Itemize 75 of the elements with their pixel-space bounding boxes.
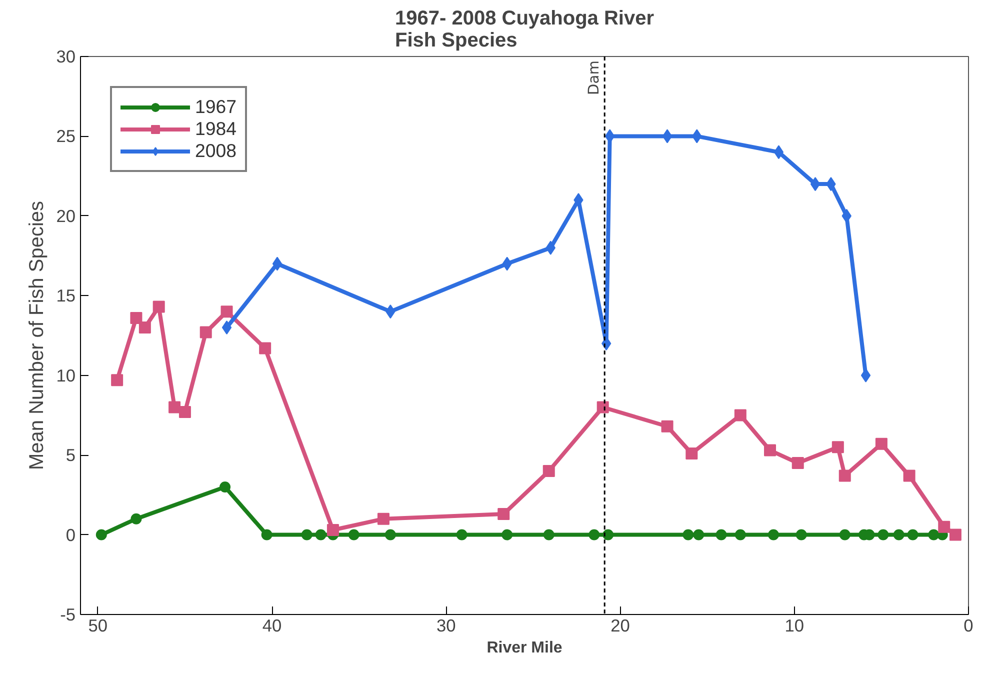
point: [903, 470, 916, 482]
point: [220, 306, 233, 318]
x-axis-title: River Mile: [486, 640, 562, 656]
point: [96, 529, 107, 540]
legend-label: 1967: [195, 96, 237, 118]
point: [838, 470, 851, 482]
x-tick-label: 0: [964, 616, 974, 636]
point: [839, 529, 850, 540]
x-tick-label: 40: [262, 616, 282, 636]
point: [272, 256, 282, 271]
point: [588, 529, 600, 540]
point: [261, 529, 272, 540]
chart-title: 1967- 2008 Cuyahoga River Fish Species: [394, 8, 654, 52]
y-tick-label: -5: [60, 604, 76, 624]
point: [796, 529, 807, 540]
ref-line-label: Dam: [586, 60, 603, 96]
x-tick-label: 50: [88, 616, 108, 636]
point: [764, 444, 776, 456]
point: [832, 441, 844, 454]
point: [220, 481, 231, 492]
point: [152, 300, 165, 313]
point: [792, 457, 804, 470]
point: [693, 529, 704, 540]
point: [498, 508, 510, 520]
point: [938, 520, 950, 533]
point: [222, 320, 232, 335]
point: [596, 401, 609, 414]
point: [768, 529, 779, 540]
point: [682, 529, 694, 540]
point: [456, 529, 468, 540]
point: [377, 512, 390, 525]
point: [893, 529, 904, 540]
point: [301, 529, 312, 540]
point: [661, 420, 674, 432]
point: [543, 529, 554, 540]
y-axis-title: Mean Number of Fish Species: [26, 200, 48, 470]
point: [138, 322, 151, 334]
point: [542, 465, 555, 478]
point: [384, 529, 396, 540]
point: [949, 528, 962, 541]
point: [130, 312, 142, 324]
point: [686, 447, 698, 460]
y-tick-label: 0: [66, 524, 76, 545]
point: [907, 529, 918, 540]
point: [348, 529, 360, 540]
point: [111, 374, 124, 386]
point: [168, 401, 181, 414]
point: [878, 529, 889, 540]
y-tick-label: 5: [66, 445, 76, 466]
point: [860, 368, 871, 382]
point: [734, 529, 746, 540]
legend-label: 2008: [195, 140, 237, 162]
point: [130, 513, 142, 524]
point: [602, 529, 614, 540]
point: [326, 524, 339, 536]
point: [810, 177, 820, 192]
y-tick-label: 30: [56, 46, 76, 66]
point: [734, 409, 746, 422]
x-tick-label: 20: [610, 616, 630, 636]
point: [178, 406, 191, 418]
point: [502, 529, 513, 540]
x-tick-label: 30: [436, 616, 456, 636]
legend-label: 1984: [195, 118, 237, 140]
point: [875, 438, 888, 450]
y-tick-label: 20: [56, 206, 76, 226]
point: [259, 342, 272, 354]
point: [315, 529, 326, 540]
y-tick-label: 25: [56, 126, 76, 146]
x-tick-label: 10: [784, 616, 804, 636]
y-tick-label: 10: [56, 365, 76, 386]
point: [200, 326, 212, 338]
point: [774, 145, 784, 160]
point: [716, 529, 727, 540]
point: [662, 129, 672, 144]
y-tick-label: 15: [56, 286, 76, 306]
